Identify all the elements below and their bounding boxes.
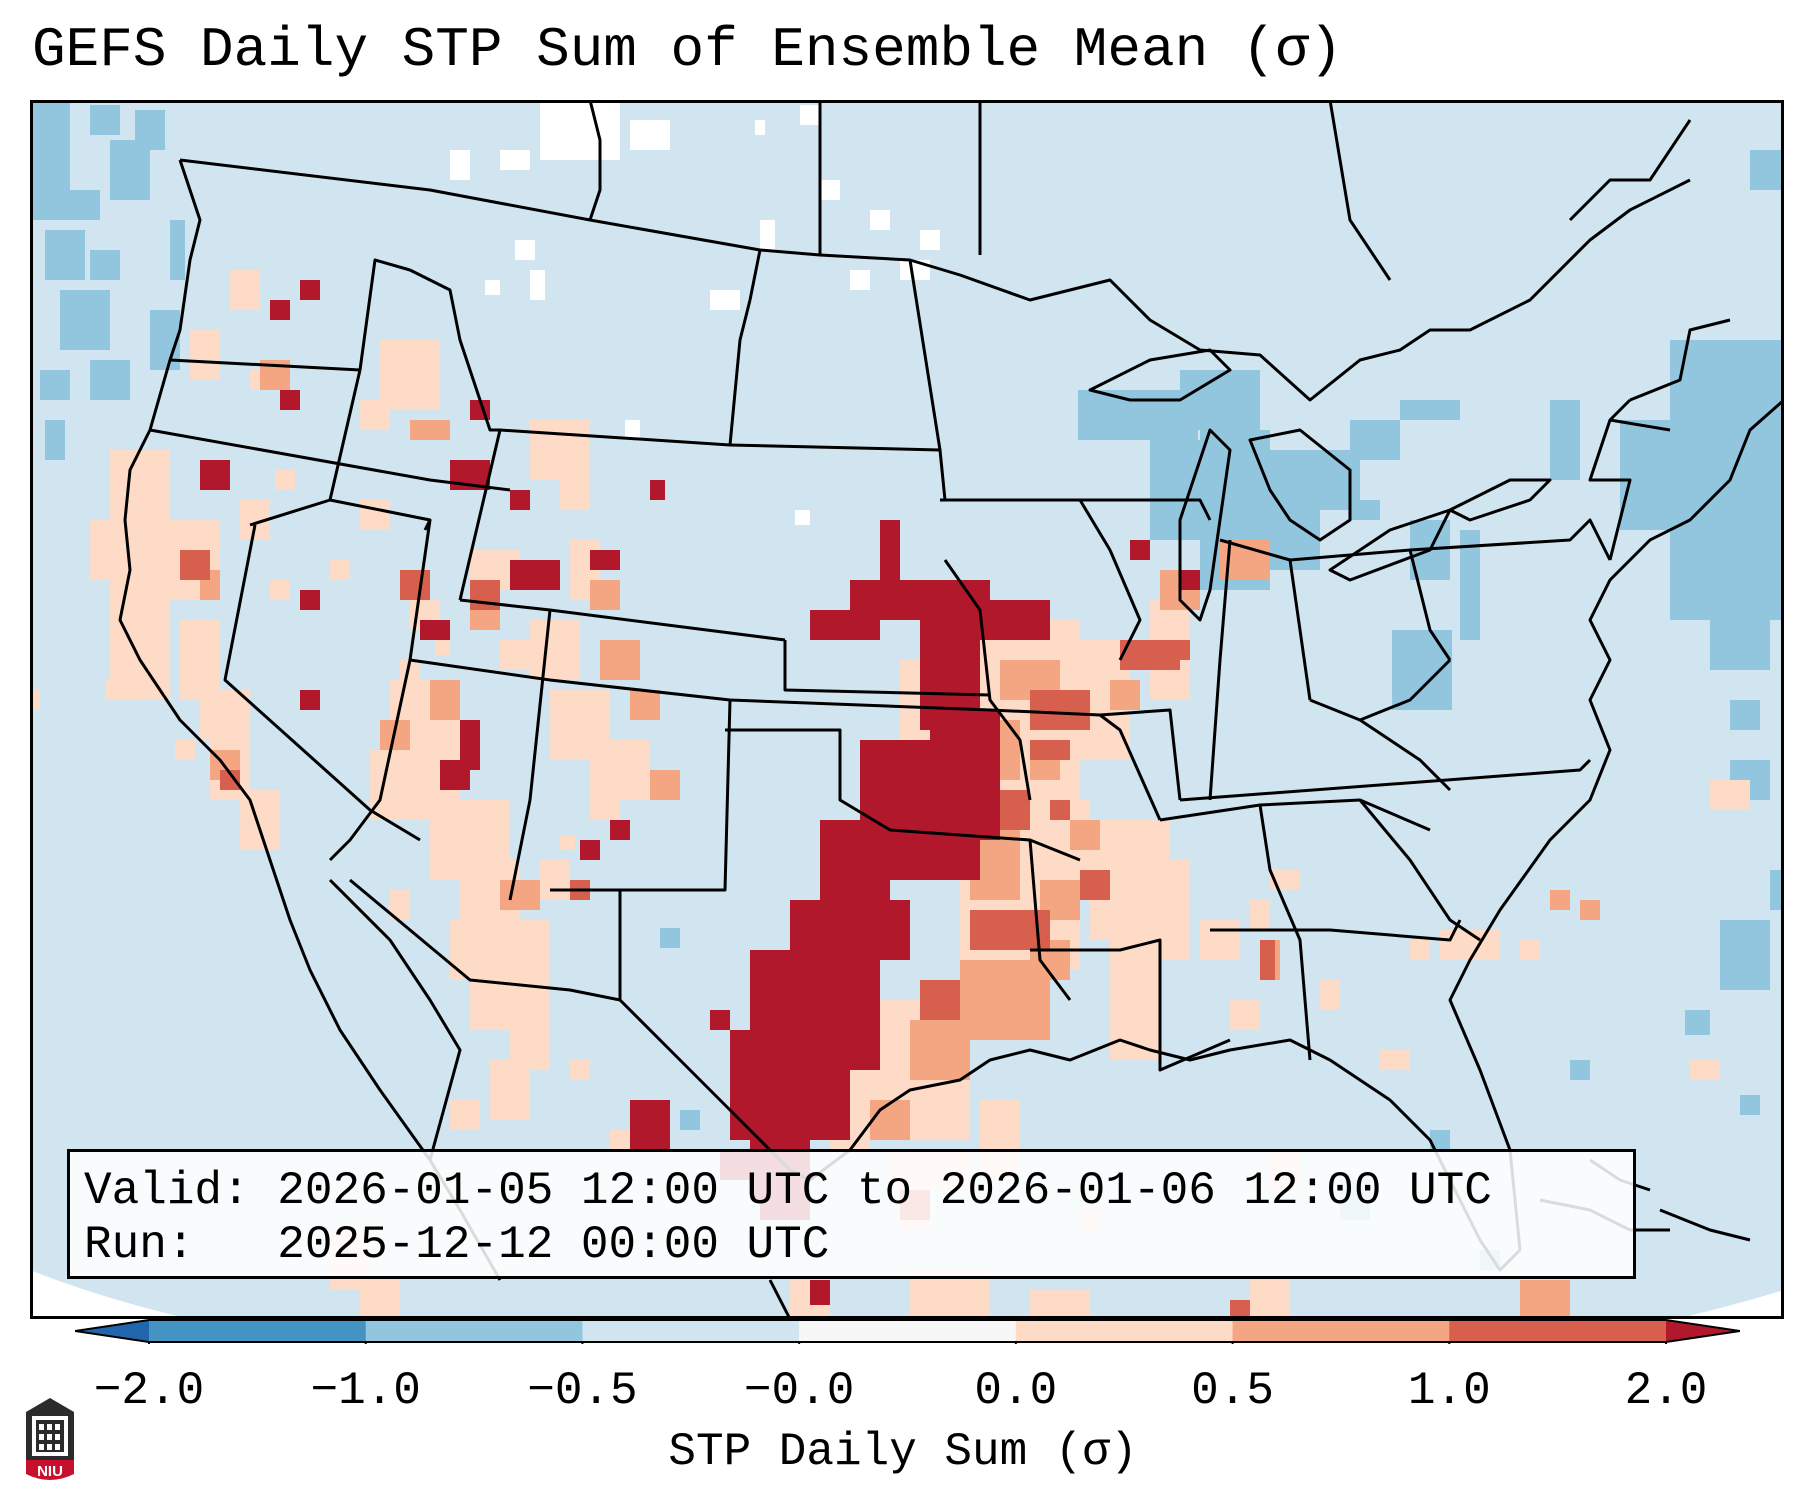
colorbar-segment — [1015, 1320, 1234, 1342]
negative-anomaly-region-great-lakes — [660, 150, 1784, 1270]
missing-data-specks — [450, 100, 940, 525]
run-value: 2025-12-12 00:00 UTC — [277, 1219, 830, 1271]
niu-logo-text: NIU — [37, 1463, 63, 1480]
colorbar-segment — [799, 1320, 1017, 1342]
stp-map — [30, 100, 1784, 1319]
colorbar-extend-low — [75, 1320, 149, 1342]
state-borders — [118, 100, 1784, 1319]
colorbar-tick-label: −2.0 — [93, 1365, 205, 1417]
validity-info-box: Valid: 2026-01-05 12:00 UTC to 2026-01-0… — [67, 1149, 1636, 1279]
colorbar — [75, 1319, 1740, 1344]
colorbar-segment — [149, 1320, 367, 1342]
colorbar-segment — [582, 1320, 800, 1342]
colorbar-extend-high — [1666, 1320, 1740, 1342]
positive-anomaly-max — [200, 280, 1200, 1305]
colorbar-segment — [365, 1320, 583, 1342]
negative-anomaly-region-pacific — [30, 100, 185, 460]
valid-value: 2026-01-05 12:00 UTC to 2026-01-06 12:00… — [277, 1165, 1492, 1217]
colorbar-tick-label: 0.0 — [974, 1365, 1058, 1417]
colorbar-segment — [1232, 1320, 1450, 1342]
colorbar-segment — [1449, 1320, 1667, 1342]
valid-label: Valid: — [84, 1165, 250, 1217]
map-title: GEFS Daily STP Sum of Ensemble Mean (σ) — [32, 18, 1343, 82]
niu-logo: NIU — [26, 1398, 74, 1480]
colorbar-tick-label: −0.0 — [743, 1365, 855, 1417]
colorbar-label: STP Daily Sum (σ) — [668, 1426, 1138, 1478]
run-label: Run: — [84, 1219, 195, 1271]
colorbar-tick-label: −1.0 — [310, 1365, 421, 1417]
colorbar-tick-label: −0.5 — [527, 1365, 638, 1417]
colorbar-tick-label: 1.0 — [1407, 1365, 1491, 1417]
colorbar-tick-label: 2.0 — [1624, 1365, 1708, 1417]
colorbar-tick-label: 0.5 — [1191, 1365, 1274, 1417]
